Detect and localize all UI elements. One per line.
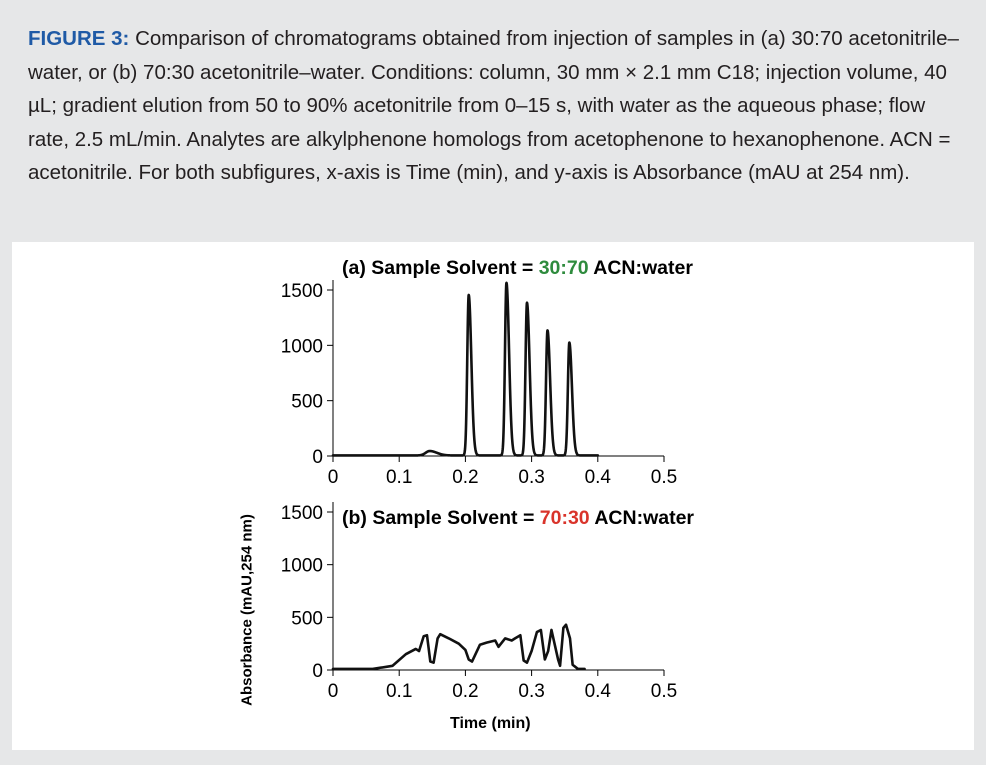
chart-panel xyxy=(12,242,974,750)
x-tick-label-b-3: 0.3 xyxy=(518,681,544,702)
panel-letter-a: (a) xyxy=(342,257,371,279)
panel-title-a: (a) Sample Solvent = 30:70 ACN:water xyxy=(342,257,693,279)
x-tick-label-a-0: 0 xyxy=(328,467,339,488)
y-tick-label-b-2: 1000 xyxy=(281,556,323,577)
y-tick-label-a-1: 500 xyxy=(291,392,323,413)
x-axis-label: Time (min) xyxy=(450,715,531,732)
y-tick-label-a-3: 1500 xyxy=(281,281,323,302)
x-tick-label-b-5: 0.5 xyxy=(651,681,677,702)
y-axis-label-wrap: Absorbance (mAU,254 nm) xyxy=(236,514,258,706)
figure-label: FIGURE 3: xyxy=(28,27,130,50)
figure-caption: FIGURE 3: Comparison of chromatograms ob… xyxy=(28,22,963,190)
x-tick-label-a-1: 0.1 xyxy=(386,467,412,488)
x-tick-label-b-4: 0.4 xyxy=(585,681,612,702)
y-tick-label-b-0: 0 xyxy=(312,661,323,682)
x-tick-label-b-1: 0.1 xyxy=(386,681,412,702)
panel-letter-b: (b) xyxy=(342,507,372,529)
x-tick-label-a-2: 0.2 xyxy=(452,467,478,488)
panel-title-prefix-b: Sample Solvent = xyxy=(372,507,539,529)
caption-text: Comparison of chromatograms obtained fro… xyxy=(28,27,959,184)
panel-solvent-ratio-a: 30:70 xyxy=(539,257,589,279)
y-tick-label-a-0: 0 xyxy=(312,447,323,468)
x-tick-label-a-3: 0.3 xyxy=(518,467,544,488)
panel-title-suffix-b: ACN:water xyxy=(590,507,695,529)
panel-solvent-ratio-b: 70:30 xyxy=(540,507,590,529)
y-axis-label: Absorbance (mAU,254 nm) xyxy=(238,514,256,706)
x-tick-label-b-0: 0 xyxy=(328,681,339,702)
panel-title-b: (b) Sample Solvent = 70:30 ACN:water xyxy=(342,507,694,529)
panel-title-prefix-a: Sample Solvent = xyxy=(371,257,538,279)
x-tick-label-b-2: 0.2 xyxy=(452,681,478,702)
x-tick-label-a-4: 0.4 xyxy=(585,467,612,488)
chromatogram-line-b xyxy=(331,623,586,671)
chromatogram-line-a xyxy=(331,281,600,457)
panel-title-suffix-a: ACN:water xyxy=(589,257,694,279)
x-tick-label-a-5: 0.5 xyxy=(651,467,677,488)
y-tick-label-a-2: 1000 xyxy=(281,336,323,357)
y-tick-label-b-3: 1500 xyxy=(281,503,323,524)
y-tick-label-b-1: 500 xyxy=(291,608,323,629)
